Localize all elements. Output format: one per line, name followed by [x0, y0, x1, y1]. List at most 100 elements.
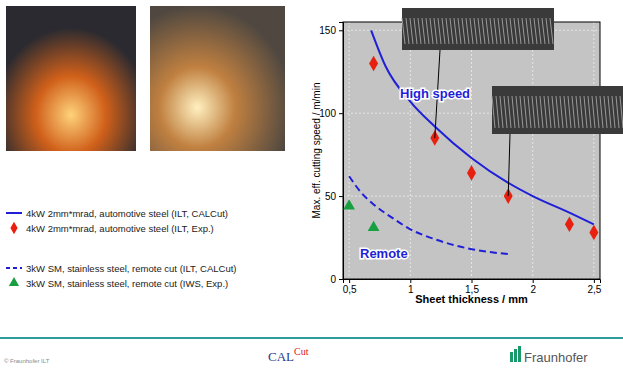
- y-tick-label: 0: [330, 274, 336, 285]
- texture-line: [546, 18, 549, 44]
- texture-line: [552, 96, 555, 128]
- texture-line: [612, 96, 615, 128]
- texture-line: [430, 18, 433, 44]
- inset-texture: [402, 18, 553, 44]
- texture-line: [580, 96, 583, 128]
- texture-line: [494, 18, 497, 44]
- x-tick-mark: [410, 279, 411, 283]
- legend-label: 3kW SM, stainless steel, remote cut (IWS…: [26, 278, 228, 289]
- texture-line: [422, 18, 425, 44]
- texture-line: [450, 18, 453, 44]
- grid-line: [343, 196, 600, 197]
- legend-item: 4kW 2mm*mrad, automotive steel (ILT, CAL…: [6, 208, 228, 219]
- series-line: [349, 176, 508, 254]
- x-tick-label: 2,5: [587, 284, 601, 295]
- copyright: © Fraunhofer ILT: [4, 358, 50, 364]
- texture-line: [402, 18, 405, 44]
- y-tick-mark: [339, 30, 343, 31]
- legend-swatch: [10, 222, 17, 234]
- legend-item: 4kW 2mm*mrad, automotive steel (ILT, Exp…: [10, 222, 213, 234]
- x-axis-title: Sheet thickness / mm: [415, 293, 528, 305]
- texture-line: [620, 96, 623, 128]
- grid-line: [532, 22, 533, 279]
- brand-icon: [510, 346, 521, 362]
- x-tick-mark: [533, 279, 534, 283]
- footer-rule: [0, 337, 623, 339]
- texture-line: [608, 96, 611, 128]
- texture-line: [592, 96, 595, 128]
- inset-photo: [402, 8, 554, 50]
- slide: 0,511,522,5050100150Sheet thickness / mm…: [0, 0, 623, 369]
- grid-line: [593, 22, 594, 279]
- y-tick: 50: [325, 191, 343, 202]
- texture-line: [550, 18, 553, 44]
- texture-line: [446, 18, 449, 44]
- texture-line: [530, 18, 533, 44]
- annotation: Remote: [360, 246, 408, 261]
- y-tick-mark: [339, 279, 343, 280]
- x-tick-mark: [349, 279, 350, 283]
- texture-line: [426, 18, 429, 44]
- texture-line: [542, 18, 545, 44]
- grid: [343, 22, 600, 279]
- connector: [508, 134, 510, 196]
- y-tick: 150: [319, 25, 343, 36]
- texture-line: [540, 96, 543, 128]
- texture-line: [434, 18, 437, 44]
- texture-line: [500, 96, 503, 128]
- texture-line: [486, 18, 489, 44]
- logo-sup: Cut: [294, 346, 309, 357]
- texture-line: [438, 18, 441, 44]
- brand-icon-bar: [518, 346, 521, 362]
- texture-line: [534, 18, 537, 44]
- legend-swatch: [6, 267, 22, 269]
- data-point: [343, 199, 355, 209]
- x-tick-mark: [472, 279, 473, 283]
- texture-line: [536, 96, 539, 128]
- texture-line: [414, 18, 417, 44]
- inset-texture: [492, 96, 623, 128]
- texture-line: [576, 96, 579, 128]
- texture-line: [512, 96, 515, 128]
- texture-line: [560, 96, 563, 128]
- logo: CALCut: [268, 346, 309, 364]
- texture-line: [492, 96, 495, 128]
- texture-line: [470, 18, 473, 44]
- legend-label: 3kW SM, stainless steel, remote cut (ILT…: [26, 263, 236, 274]
- legend-item: 3kW SM, stainless steel, remote cut (IWS…: [9, 277, 228, 288]
- texture-line: [496, 96, 499, 128]
- texture-line: [442, 18, 445, 44]
- texture-line: [526, 18, 529, 44]
- y-axis-title: Max. eff. cutting speed / m/min: [311, 83, 322, 219]
- texture-line: [504, 96, 507, 128]
- texture-line: [548, 96, 551, 128]
- texture-line: [572, 96, 575, 128]
- texture-line: [506, 18, 509, 44]
- brand-icon-bar: [514, 349, 517, 362]
- x-tick: 2: [530, 279, 536, 295]
- texture-line: [458, 18, 461, 44]
- photo: [6, 6, 136, 151]
- texture-line: [522, 18, 525, 44]
- y-tick-mark: [339, 196, 343, 197]
- texture-line: [510, 18, 513, 44]
- texture-line: [474, 18, 477, 44]
- y-tick: 0: [330, 274, 343, 285]
- data-point: [565, 216, 574, 232]
- y-axis: 0 50 100 150: [319, 23, 343, 285]
- texture-line: [498, 18, 501, 44]
- legend-swatch: [6, 212, 22, 214]
- y-tick: 100: [319, 108, 343, 119]
- logo-main: CAL: [268, 349, 294, 364]
- plot-background: [343, 22, 600, 279]
- brand: Fraunhofer: [524, 350, 588, 365]
- texture-line: [596, 96, 599, 128]
- grid-line: [410, 22, 411, 279]
- x-tick: 0,5: [343, 279, 357, 295]
- texture-line: [564, 96, 567, 128]
- texture-line: [528, 96, 531, 128]
- texture-line: [568, 96, 571, 128]
- texture-line: [466, 18, 469, 44]
- texture-line: [538, 18, 541, 44]
- x-tick-label: 0,5: [343, 284, 357, 295]
